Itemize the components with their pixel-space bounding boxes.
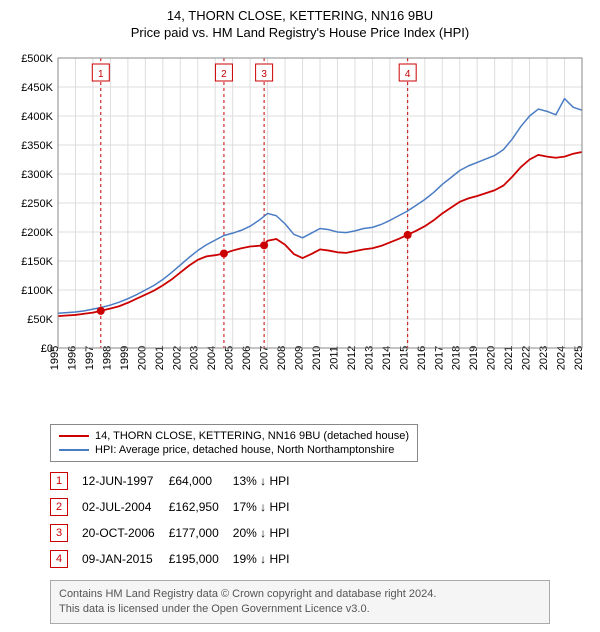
title-line2: Price paid vs. HM Land Registry's House … — [10, 25, 590, 40]
svg-text:2019: 2019 — [468, 346, 480, 370]
svg-text:£100K: £100K — [21, 285, 53, 297]
svg-text:2002: 2002 — [171, 346, 183, 370]
sale-price: £177,000 — [169, 520, 233, 546]
sale-date: 12-JUN-1997 — [82, 468, 169, 494]
sales-row: 4 09-JAN-2015£195,00019% ↓ HPI — [50, 546, 303, 572]
sale-diff: 20% ↓ HPI — [233, 520, 304, 546]
sale-diff: 13% ↓ HPI — [233, 468, 304, 494]
svg-text:2024: 2024 — [556, 346, 568, 370]
svg-text:2007: 2007 — [259, 346, 271, 370]
svg-text:2016: 2016 — [416, 346, 428, 370]
svg-text:1998: 1998 — [101, 346, 113, 370]
sales-table: 1 12-JUN-1997£64,00013% ↓ HPI 2 02-JUL-2004… — [50, 468, 303, 572]
svg-text:1999: 1999 — [119, 346, 131, 370]
svg-text:2006: 2006 — [241, 346, 253, 370]
svg-text:£50K: £50K — [27, 314, 53, 326]
title-block: 14, THORN CLOSE, KETTERING, NN16 9BU Pri… — [10, 8, 590, 40]
legend-label: HPI: Average price, detached house, Nort… — [95, 444, 394, 456]
svg-text:2: 2 — [221, 69, 227, 80]
footer-line2: This data is licensed under the Open Gov… — [59, 602, 541, 617]
svg-text:2025: 2025 — [573, 346, 585, 370]
sale-diff: 19% ↓ HPI — [233, 546, 304, 572]
sales-row: 2 02-JUL-2004£162,95017% ↓ HPI — [50, 494, 303, 520]
sale-price: £64,000 — [169, 468, 233, 494]
svg-text:1: 1 — [98, 69, 104, 80]
svg-text:2021: 2021 — [503, 346, 515, 370]
sale-price: £162,950 — [169, 494, 233, 520]
sale-date: 20-OCT-2006 — [82, 520, 169, 546]
svg-text:4: 4 — [405, 69, 411, 80]
legend-label: 14, THORN CLOSE, KETTERING, NN16 9BU (de… — [95, 430, 409, 442]
svg-text:2018: 2018 — [451, 346, 463, 370]
svg-text:2008: 2008 — [276, 346, 288, 370]
svg-text:£400K: £400K — [21, 111, 53, 123]
sale-marker: 1 — [50, 472, 68, 490]
sale-marker: 3 — [50, 524, 68, 542]
chart-svg: £0£50K£100K£150K£200K£250K£300K£350K£400… — [10, 48, 590, 418]
svg-text:£450K: £450K — [21, 82, 53, 94]
svg-text:2003: 2003 — [189, 346, 201, 370]
svg-text:2014: 2014 — [381, 346, 393, 370]
svg-text:2023: 2023 — [538, 346, 550, 370]
svg-text:2015: 2015 — [398, 346, 410, 370]
svg-text:1995: 1995 — [49, 346, 61, 370]
chart: £0£50K£100K£150K£200K£250K£300K£350K£400… — [10, 48, 590, 418]
title-line1: 14, THORN CLOSE, KETTERING, NN16 9BU — [10, 8, 590, 23]
svg-text:2012: 2012 — [346, 346, 358, 370]
svg-text:2010: 2010 — [311, 346, 323, 370]
svg-text:£150K: £150K — [21, 256, 53, 268]
legend-swatch — [59, 449, 89, 451]
svg-text:2009: 2009 — [294, 346, 306, 370]
svg-text:1996: 1996 — [66, 346, 78, 370]
svg-text:£250K: £250K — [21, 198, 53, 210]
svg-text:2022: 2022 — [521, 346, 533, 370]
sale-date: 02-JUL-2004 — [82, 494, 169, 520]
svg-text:2001: 2001 — [154, 346, 166, 370]
svg-text:2005: 2005 — [224, 346, 236, 370]
sale-price: £195,000 — [169, 546, 233, 572]
sale-marker: 4 — [50, 550, 68, 568]
svg-text:£300K: £300K — [21, 169, 53, 181]
svg-text:2017: 2017 — [433, 346, 445, 370]
svg-text:2011: 2011 — [328, 346, 340, 370]
sales-row: 1 12-JUN-1997£64,00013% ↓ HPI — [50, 468, 303, 494]
legend-swatch — [59, 435, 89, 437]
legend-item: HPI: Average price, detached house, Nort… — [59, 443, 409, 457]
legend-item: 14, THORN CLOSE, KETTERING, NN16 9BU (de… — [59, 429, 409, 443]
svg-text:£200K: £200K — [21, 227, 53, 239]
svg-text:2013: 2013 — [363, 346, 375, 370]
sale-diff: 17% ↓ HPI — [233, 494, 304, 520]
svg-text:£350K: £350K — [21, 140, 53, 152]
sale-date: 09-JAN-2015 — [82, 546, 169, 572]
svg-text:1997: 1997 — [84, 346, 96, 370]
svg-text:2004: 2004 — [206, 346, 218, 370]
svg-text:£500K: £500K — [21, 53, 53, 65]
sale-marker: 2 — [50, 498, 68, 516]
page-container: 14, THORN CLOSE, KETTERING, NN16 9BU Pri… — [0, 0, 600, 632]
footer-line1: Contains HM Land Registry data © Crown c… — [59, 587, 541, 602]
svg-text:2000: 2000 — [136, 346, 148, 370]
sales-row: 3 20-OCT-2006£177,00020% ↓ HPI — [50, 520, 303, 546]
svg-text:2020: 2020 — [486, 346, 498, 370]
footer-note: Contains HM Land Registry data © Crown c… — [50, 580, 550, 624]
svg-text:3: 3 — [261, 69, 267, 80]
legend: 14, THORN CLOSE, KETTERING, NN16 9BU (de… — [50, 424, 418, 462]
